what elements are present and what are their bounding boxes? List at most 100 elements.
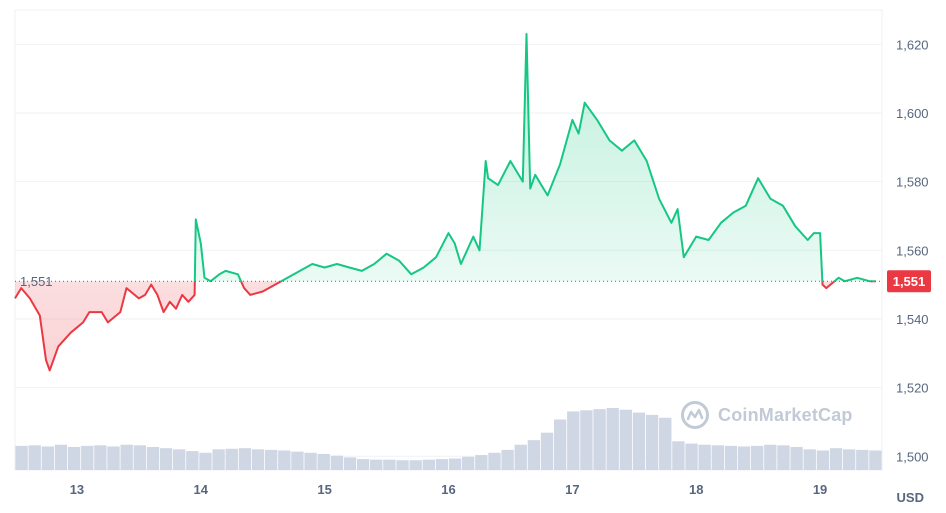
y-tick-label: 1,580 <box>896 175 929 190</box>
volume-bar <box>632 412 646 470</box>
volume-bar <box>238 448 252 470</box>
volume-bar <box>41 446 55 470</box>
volume-bar <box>711 445 724 470</box>
area-above-baseline <box>194 34 870 282</box>
volume-bar <box>803 449 816 470</box>
volume-bar <box>856 449 869 470</box>
volume-bar <box>553 419 567 470</box>
volume-bar <box>159 448 173 470</box>
y-tick-label: 1,540 <box>896 312 929 327</box>
current-price-tag: 1,551 <box>887 270 931 293</box>
volume-bar <box>580 410 593 470</box>
price-line-down <box>14 281 876 372</box>
volume-bar <box>356 459 370 470</box>
volume-bar <box>448 458 462 470</box>
volume-bars <box>15 408 882 470</box>
volume-bar <box>317 453 330 470</box>
plot-frame <box>14 9 883 471</box>
volume-bar <box>81 445 94 470</box>
baseline: 1,551 <box>15 274 882 289</box>
x-tick-label: 19 <box>813 482 827 497</box>
x-axis: 13 14 15 16 17 18 19 <box>70 482 828 497</box>
volume-bar <box>724 445 738 470</box>
volume-bar <box>396 460 409 470</box>
volume-bar <box>383 459 396 470</box>
volume-bar <box>593 409 606 470</box>
volume-bar <box>212 449 225 470</box>
volume-bar <box>15 445 28 470</box>
unit-label: USD <box>896 490 924 505</box>
volume-bar <box>685 443 698 470</box>
volume-bar <box>567 411 580 470</box>
volume-bar <box>777 445 790 470</box>
volume-bar <box>435 459 449 470</box>
volume-bar <box>606 408 619 470</box>
volume-bar <box>422 459 435 470</box>
y-tick-label: 1,620 <box>896 37 929 52</box>
volume-bar <box>28 445 41 470</box>
x-tick-label: 14 <box>194 482 209 497</box>
volume-bar <box>264 449 278 470</box>
x-tick-label: 15 <box>317 482 331 497</box>
price-area <box>15 34 876 371</box>
volume-bar <box>462 456 475 470</box>
volume-bar <box>829 448 843 470</box>
y-tick-label: 1,520 <box>896 381 929 396</box>
volume-bar <box>107 446 120 470</box>
volume-bar <box>173 449 186 470</box>
volume-bar <box>645 414 659 470</box>
volume-bar <box>304 452 317 470</box>
volume-bar <box>186 451 199 470</box>
volume-bar <box>120 444 133 470</box>
volume-bar <box>698 444 711 470</box>
volume-bar <box>527 440 541 470</box>
y-axis: 1,500 1,520 1,540 1,560 1,580 1,600 1,620 <box>896 37 929 464</box>
volume-bar <box>659 417 672 470</box>
baseline-label: 1,551 <box>20 274 53 289</box>
x-tick-label: 13 <box>70 482 84 497</box>
volume-bar <box>133 445 146 470</box>
volume-bar <box>842 449 856 470</box>
volume-bar <box>475 455 488 470</box>
y-tick-label: 1,560 <box>896 243 929 258</box>
watermark-text: CoinMarketCap <box>718 404 853 425</box>
volume-bar <box>199 452 212 470</box>
volume-bar <box>370 459 383 470</box>
volume-bar <box>225 448 238 470</box>
area-below-baseline <box>15 281 876 371</box>
volume-bar <box>672 441 685 470</box>
volume-bar <box>764 444 777 470</box>
volume-bar <box>146 447 160 470</box>
volume-bar <box>278 450 291 470</box>
volume-bar <box>514 444 527 470</box>
x-tick-label: 16 <box>441 482 455 497</box>
volume-bar <box>737 446 751 470</box>
price-tag-label: 1,551 <box>893 274 926 289</box>
volume-bar <box>67 447 81 470</box>
volume-bar <box>54 444 68 470</box>
volume-bar <box>251 449 265 470</box>
volume-bar <box>488 452 501 470</box>
x-tick-label: 18 <box>689 482 703 497</box>
y-tick-label: 1,500 <box>896 449 929 464</box>
volume-bar <box>409 460 422 470</box>
volume-bar <box>330 455 344 470</box>
volume-bar <box>343 457 357 470</box>
y-tick-label: 1,600 <box>896 106 929 121</box>
volume-bar <box>869 450 882 470</box>
volume-bar <box>790 447 803 470</box>
watermark: CoinMarketCap <box>680 400 853 430</box>
volume-bar <box>619 409 633 470</box>
x-tick-label: 17 <box>565 482 579 497</box>
coinmarketcap-logo-icon <box>681 401 709 429</box>
volume-bar <box>291 451 304 470</box>
volume-bar <box>751 445 764 470</box>
volume-bar <box>540 432 554 470</box>
price-tag-box <box>887 270 931 293</box>
volume-bar <box>501 449 514 470</box>
volume-bar <box>816 450 830 470</box>
volume-bar <box>94 445 107 470</box>
price-line <box>14 33 876 372</box>
price-line-up <box>193 33 876 282</box>
